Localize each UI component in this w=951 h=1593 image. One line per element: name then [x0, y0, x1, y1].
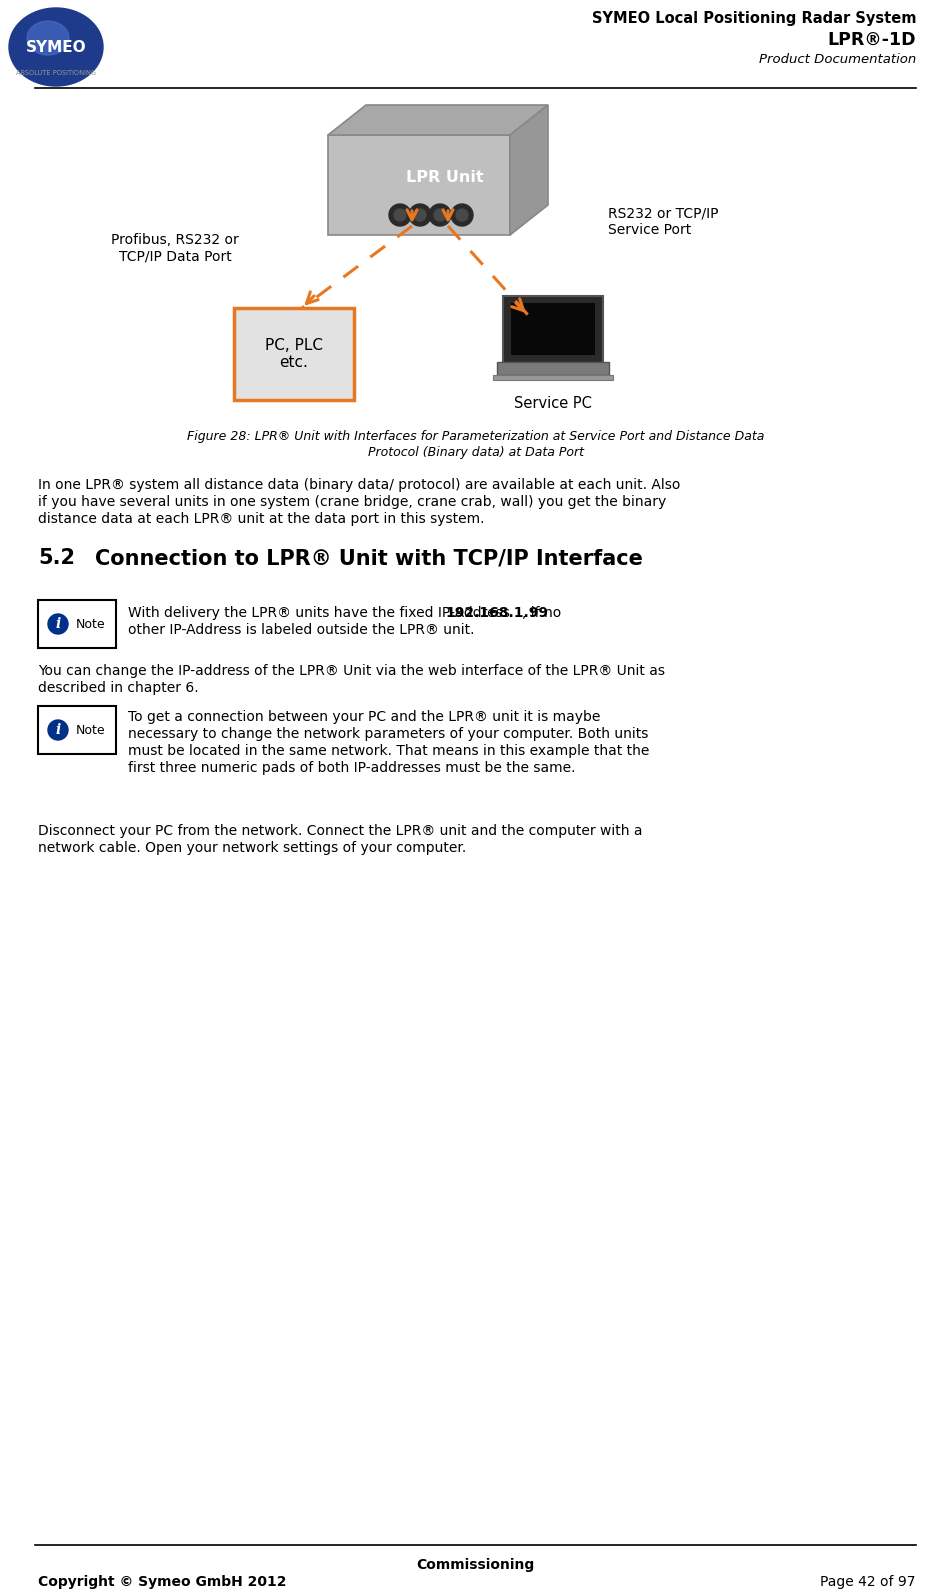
Text: Figure 28: LPR® Unit with Interfaces for Parameterization at Service Port and Di: Figure 28: LPR® Unit with Interfaces for… — [186, 430, 765, 443]
Circle shape — [434, 209, 446, 221]
Text: necessary to change the network parameters of your computer. Both units: necessary to change the network paramete… — [128, 726, 649, 741]
Text: To get a connection between your PC and the LPR® unit it is maybe: To get a connection between your PC and … — [128, 710, 600, 723]
Text: LPR Unit: LPR Unit — [406, 169, 484, 185]
Text: Commissioning: Commissioning — [417, 1558, 534, 1572]
Text: With delivery the LPR® units have the fixed IP-Address: With delivery the LPR® units have the fi… — [128, 605, 514, 620]
Circle shape — [409, 204, 431, 226]
Text: RS232 or TCP/IP
Service Port: RS232 or TCP/IP Service Port — [608, 207, 719, 237]
Text: In one LPR® system all distance data (binary data/ protocol) are available at ea: In one LPR® system all distance data (bi… — [38, 478, 680, 492]
Ellipse shape — [9, 8, 103, 86]
Polygon shape — [328, 105, 548, 135]
Text: must be located in the same network. That means in this example that the: must be located in the same network. Tha… — [128, 744, 650, 758]
FancyBboxPatch shape — [503, 296, 603, 363]
Text: 192.168.1.99: 192.168.1.99 — [446, 605, 549, 620]
Circle shape — [48, 720, 68, 741]
Text: distance data at each LPR® unit at the data port in this system.: distance data at each LPR® unit at the d… — [38, 511, 484, 526]
FancyBboxPatch shape — [328, 135, 510, 236]
Text: i: i — [55, 616, 61, 631]
FancyBboxPatch shape — [234, 307, 354, 400]
Text: , if no: , if no — [522, 605, 561, 620]
Circle shape — [394, 209, 406, 221]
Text: Note: Note — [76, 723, 106, 736]
Text: Note: Note — [76, 618, 106, 631]
Circle shape — [389, 204, 411, 226]
Ellipse shape — [27, 21, 69, 56]
Text: other IP-Address is labeled outside the LPR® unit.: other IP-Address is labeled outside the … — [128, 623, 475, 637]
Text: Service PC: Service PC — [514, 397, 592, 411]
Text: SYMEO: SYMEO — [26, 40, 87, 54]
Text: Protocol (Binary data) at Data Port: Protocol (Binary data) at Data Port — [367, 446, 584, 459]
Text: Product Documentation: Product Documentation — [759, 53, 916, 65]
Circle shape — [456, 209, 468, 221]
Text: You can change the IP-address of the LPR® Unit via the web interface of the LPR®: You can change the IP-address of the LPR… — [38, 664, 665, 679]
FancyBboxPatch shape — [511, 303, 595, 355]
Text: network cable. Open your network settings of your computer.: network cable. Open your network setting… — [38, 841, 466, 855]
Text: described in chapter 6.: described in chapter 6. — [38, 680, 199, 695]
Text: if you have several units in one system (crane bridge, crane crab, wall) you get: if you have several units in one system … — [38, 495, 667, 510]
Circle shape — [414, 209, 426, 221]
Text: i: i — [55, 723, 61, 738]
Polygon shape — [510, 105, 548, 236]
Text: ABSOLUTE POSITIONING: ABSOLUTE POSITIONING — [16, 70, 96, 76]
Text: LPR®-1D: LPR®-1D — [827, 30, 916, 49]
Text: SYMEO Local Positioning Radar System: SYMEO Local Positioning Radar System — [592, 11, 916, 25]
FancyBboxPatch shape — [38, 706, 116, 753]
FancyBboxPatch shape — [38, 601, 116, 648]
Text: Copyright © Symeo GmbH 2012: Copyright © Symeo GmbH 2012 — [38, 1575, 286, 1588]
Text: Connection to LPR® Unit with TCP/IP Interface: Connection to LPR® Unit with TCP/IP Inte… — [95, 548, 643, 569]
Text: Profibus, RS232 or
TCP/IP Data Port: Profibus, RS232 or TCP/IP Data Port — [111, 233, 239, 263]
Circle shape — [451, 204, 473, 226]
Text: first three numeric pads of both IP-addresses must be the same.: first three numeric pads of both IP-addr… — [128, 761, 575, 776]
Text: Disconnect your PC from the network. Connect the LPR® unit and the computer with: Disconnect your PC from the network. Con… — [38, 824, 643, 838]
Text: 5.2: 5.2 — [38, 548, 75, 569]
Text: Page 42 of 97: Page 42 of 97 — [821, 1575, 916, 1588]
FancyBboxPatch shape — [493, 374, 613, 381]
Text: PC, PLC
etc.: PC, PLC etc. — [265, 338, 323, 370]
Circle shape — [429, 204, 451, 226]
FancyBboxPatch shape — [497, 362, 609, 374]
Circle shape — [48, 613, 68, 634]
